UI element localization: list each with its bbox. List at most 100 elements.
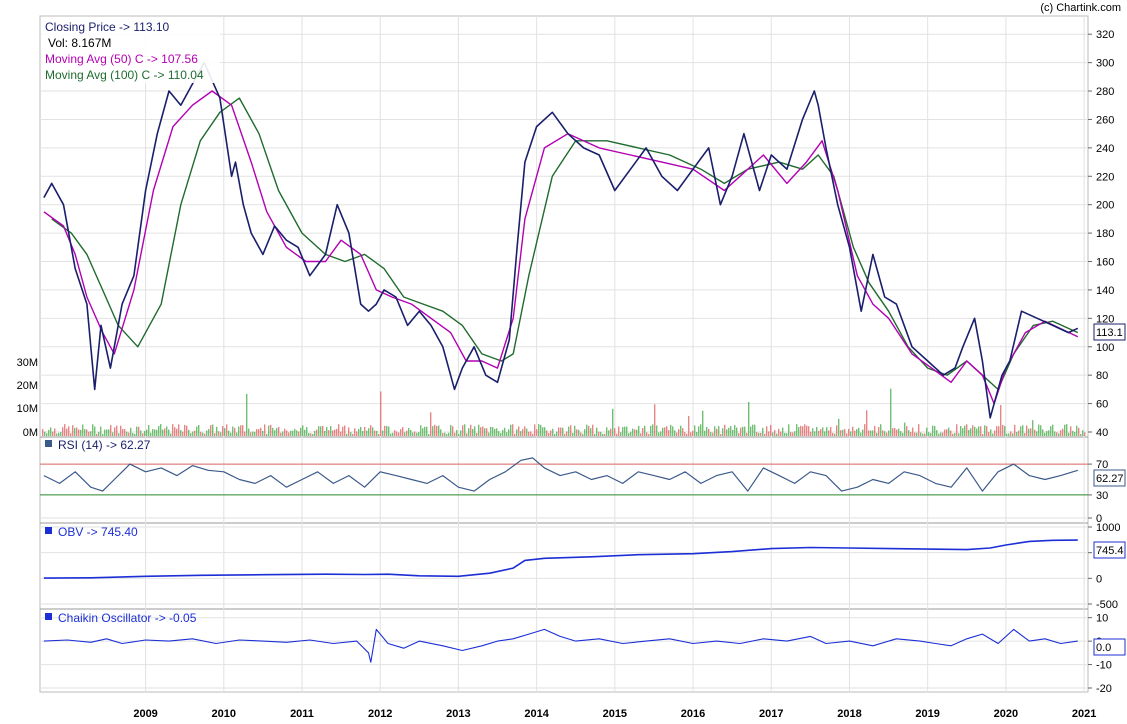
- volume-bar: [260, 427, 262, 436]
- volume-bar: [688, 415, 690, 436]
- volume-bar: [498, 431, 500, 436]
- copyright-text: (c) Chartink.com: [1040, 2, 1121, 14]
- price-y-tick-label: 120: [1096, 313, 1114, 325]
- price-legend: Closing Price -> 113.10 Vol: 8.167M Movi…: [42, 17, 220, 83]
- volume-bar: [436, 426, 438, 436]
- volume-bar: [990, 429, 992, 436]
- volume-bar: [196, 426, 198, 436]
- volume-bar: [974, 426, 976, 436]
- volume-bar: [480, 427, 482, 436]
- volume-bar: [216, 426, 218, 436]
- volume-bar: [252, 431, 254, 436]
- x-tick-label: 2012: [368, 708, 392, 720]
- volume-bar: [640, 433, 642, 436]
- volume-bar: [972, 425, 974, 436]
- volume-bar: [900, 431, 902, 436]
- volume-bar: [738, 433, 740, 436]
- volume-bar: [96, 433, 98, 436]
- volume-bar: [886, 432, 888, 436]
- volume-bar: [654, 404, 656, 436]
- volume-bar: [554, 433, 556, 436]
- volume-bar: [964, 425, 966, 436]
- chaikin-line: [43, 628, 1078, 663]
- volume-bar: [270, 424, 272, 436]
- volume-bar: [444, 432, 446, 436]
- volume-bar: [820, 429, 822, 436]
- volume-bar: [374, 430, 376, 436]
- volume-bar: [428, 433, 430, 436]
- volume-bar: [604, 433, 606, 436]
- volume-bar: [330, 426, 332, 436]
- volume-bar: [742, 426, 744, 436]
- volume-bar: [60, 432, 62, 436]
- volume-bar: [218, 431, 220, 436]
- volume-bar: [210, 425, 212, 436]
- volume-bar: [978, 426, 980, 436]
- volume-bar: [132, 432, 134, 436]
- volume-bar: [120, 425, 122, 436]
- volume-bar: [398, 432, 400, 436]
- volume-bar: [104, 429, 106, 436]
- volume-bar: [238, 426, 240, 436]
- volume-bar: [122, 429, 124, 436]
- volume-bar: [706, 427, 708, 436]
- volume-bar: [584, 429, 586, 436]
- volume-bar: [578, 429, 580, 436]
- volume-bar: [966, 424, 968, 436]
- volume-bar: [194, 430, 196, 436]
- volume-bar: [988, 432, 990, 436]
- volume-bar: [134, 433, 136, 436]
- volume-bar: [426, 426, 428, 436]
- volume-bar: [936, 430, 938, 436]
- volume-bar: [58, 432, 60, 436]
- volume-bar: [836, 425, 838, 436]
- volume-bar: [506, 432, 508, 436]
- volume-bar: [228, 430, 230, 436]
- volume-bar: [864, 424, 866, 436]
- volume-bar: [934, 426, 936, 436]
- volume-bar: [618, 426, 620, 436]
- volume-bar: [1074, 432, 1076, 436]
- x-tick-label: 2020: [994, 708, 1018, 720]
- volume-bar: [798, 427, 800, 436]
- volume-bar: [1000, 405, 1002, 436]
- volume-bar: [1044, 432, 1046, 436]
- volume-bar: [448, 432, 450, 436]
- x-tick-label: 2015: [603, 708, 627, 720]
- volume-bar: [360, 426, 362, 436]
- volume-bar: [648, 433, 650, 436]
- obv-last-value-badge: 745.4: [1093, 541, 1126, 559]
- volume-tick-label: 0M: [23, 427, 38, 439]
- volume-bar: [48, 429, 50, 436]
- volume-bar: [118, 433, 120, 436]
- volume-bar: [942, 432, 944, 436]
- volume-bar: [822, 427, 824, 436]
- volume-bar: [970, 428, 972, 436]
- volume-bar: [290, 430, 292, 436]
- volume-bar: [772, 432, 774, 436]
- volume-bar: [522, 429, 524, 436]
- volume-bar: [582, 433, 584, 436]
- volume-bar: [242, 425, 244, 436]
- volume-bar: [982, 433, 984, 436]
- volume-bar: [352, 433, 354, 436]
- volume-bar: [720, 433, 722, 436]
- volume-bar: [902, 432, 904, 436]
- volume-bar: [696, 431, 698, 436]
- volume-bar: [234, 427, 236, 436]
- volume-bar: [818, 430, 820, 436]
- volume-bar: [992, 433, 994, 436]
- volume-bar: [220, 432, 222, 436]
- volume-bar: [960, 426, 962, 436]
- volume-bar: [1068, 432, 1070, 436]
- volume-bar: [1022, 425, 1024, 436]
- volume-bar: [336, 428, 338, 436]
- volume-bar: [162, 429, 164, 436]
- volume-bar: [546, 430, 548, 436]
- volume-bar: [86, 429, 88, 436]
- volume-bar: [862, 429, 864, 436]
- volume-bar: [410, 429, 412, 436]
- volume-bar: [938, 433, 940, 436]
- closing-price-line: [43, 61, 1079, 419]
